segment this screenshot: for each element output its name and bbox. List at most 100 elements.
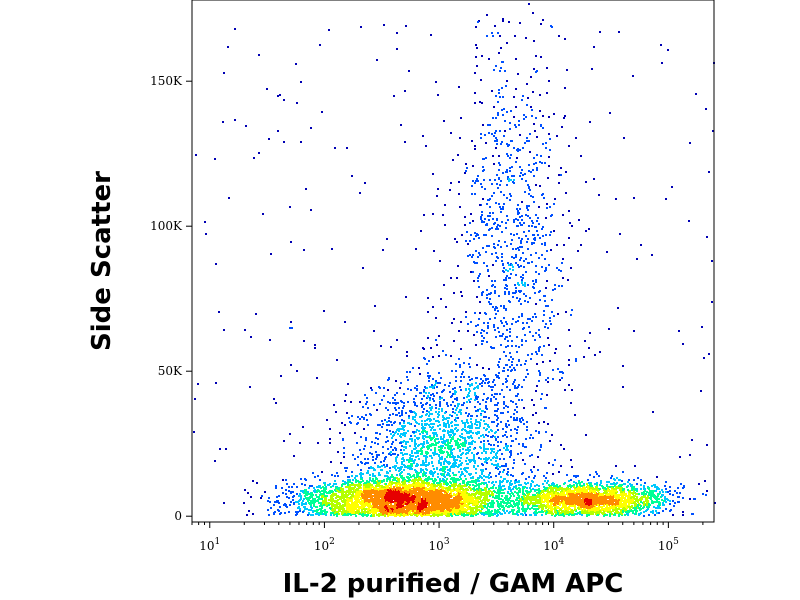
event-dot bbox=[323, 491, 325, 493]
event-dot bbox=[586, 483, 588, 485]
event-dot bbox=[469, 484, 471, 486]
event-dot bbox=[286, 483, 288, 485]
event-dot bbox=[322, 486, 324, 488]
event-dot bbox=[434, 498, 436, 500]
event-dot bbox=[363, 486, 365, 488]
event-dot bbox=[370, 490, 372, 492]
event-dot bbox=[399, 503, 401, 505]
event-dot bbox=[331, 474, 333, 476]
event-dot bbox=[482, 492, 484, 494]
event-dot bbox=[486, 507, 488, 509]
event-dot bbox=[303, 498, 305, 500]
event-dot bbox=[378, 513, 380, 515]
event-dot bbox=[347, 494, 349, 496]
event-dot bbox=[358, 483, 360, 485]
event-dot bbox=[312, 494, 314, 496]
event-dot bbox=[328, 502, 330, 504]
event-dot bbox=[600, 482, 602, 484]
event-dot bbox=[448, 515, 450, 517]
event-dot bbox=[424, 502, 426, 504]
event-dot bbox=[439, 480, 441, 482]
event-dot bbox=[355, 515, 357, 517]
event-dot bbox=[571, 514, 573, 516]
event-dot bbox=[295, 511, 297, 513]
event-dot bbox=[318, 490, 320, 492]
event-dot bbox=[394, 514, 396, 516]
event-dot bbox=[358, 481, 360, 483]
event-dot bbox=[338, 513, 340, 515]
event-dot bbox=[465, 511, 467, 513]
event-dot bbox=[269, 501, 271, 503]
event-dot bbox=[371, 484, 373, 486]
event-dot bbox=[324, 495, 326, 497]
event-dot bbox=[331, 512, 333, 514]
event-dot bbox=[406, 497, 408, 499]
event-dot bbox=[400, 513, 402, 515]
event-dot bbox=[371, 505, 373, 507]
event-dot bbox=[311, 496, 313, 498]
event-dot bbox=[528, 476, 530, 478]
event-dot bbox=[329, 492, 331, 494]
event-dot bbox=[341, 494, 343, 496]
event-dot bbox=[337, 499, 339, 501]
event-dot bbox=[365, 508, 367, 510]
event-dot bbox=[354, 477, 356, 479]
event-dot bbox=[312, 498, 314, 500]
event-dot bbox=[318, 496, 320, 498]
event-dot bbox=[388, 493, 390, 495]
event-dot bbox=[502, 505, 504, 507]
event-dot bbox=[433, 482, 435, 484]
event-dot bbox=[308, 512, 310, 514]
event-dot bbox=[334, 493, 336, 495]
event-dot bbox=[314, 510, 316, 512]
event-dot bbox=[341, 484, 343, 486]
event-dot bbox=[415, 493, 417, 495]
event-dot bbox=[353, 510, 355, 512]
event-dot bbox=[389, 477, 391, 479]
event-dot bbox=[443, 513, 445, 515]
event-dot bbox=[301, 504, 303, 506]
event-dot bbox=[300, 490, 302, 492]
event-dot bbox=[386, 492, 388, 494]
event-dot bbox=[436, 489, 438, 491]
event-dot bbox=[446, 478, 448, 480]
event-dot bbox=[343, 514, 345, 516]
event-dot bbox=[351, 475, 353, 477]
event-dot bbox=[353, 512, 355, 514]
event-dot bbox=[374, 503, 376, 505]
event-dot bbox=[488, 515, 490, 517]
event-dot bbox=[350, 490, 352, 492]
event-dot bbox=[430, 495, 432, 497]
event-dot bbox=[370, 500, 372, 502]
event-dot bbox=[368, 490, 370, 492]
event-dot bbox=[459, 499, 461, 501]
event-dot bbox=[524, 497, 526, 499]
event-dot bbox=[345, 470, 347, 472]
event-dot bbox=[427, 485, 429, 487]
event-dot bbox=[566, 474, 568, 476]
event-dot bbox=[629, 508, 631, 510]
event-dot bbox=[440, 500, 442, 502]
event-dot bbox=[308, 502, 310, 504]
event-dot bbox=[243, 502, 245, 504]
event-dot bbox=[417, 508, 419, 510]
event-dot bbox=[305, 503, 307, 505]
event-dot bbox=[453, 497, 455, 499]
event-dot bbox=[410, 476, 412, 478]
event-dot bbox=[316, 496, 318, 498]
event-dot bbox=[573, 481, 575, 483]
event-dot bbox=[372, 515, 374, 517]
event-dot bbox=[389, 479, 391, 481]
event-dot bbox=[334, 512, 336, 514]
event-dot bbox=[443, 475, 445, 477]
event-dot bbox=[464, 493, 466, 495]
event-dot bbox=[338, 491, 340, 493]
event-dot bbox=[367, 508, 369, 510]
event-dot bbox=[497, 489, 499, 491]
event-dot bbox=[483, 479, 485, 481]
event-dot bbox=[315, 494, 317, 496]
event-dot bbox=[342, 480, 344, 482]
event-dot bbox=[462, 501, 464, 503]
event-dot bbox=[456, 497, 458, 499]
event-dot bbox=[335, 501, 337, 503]
